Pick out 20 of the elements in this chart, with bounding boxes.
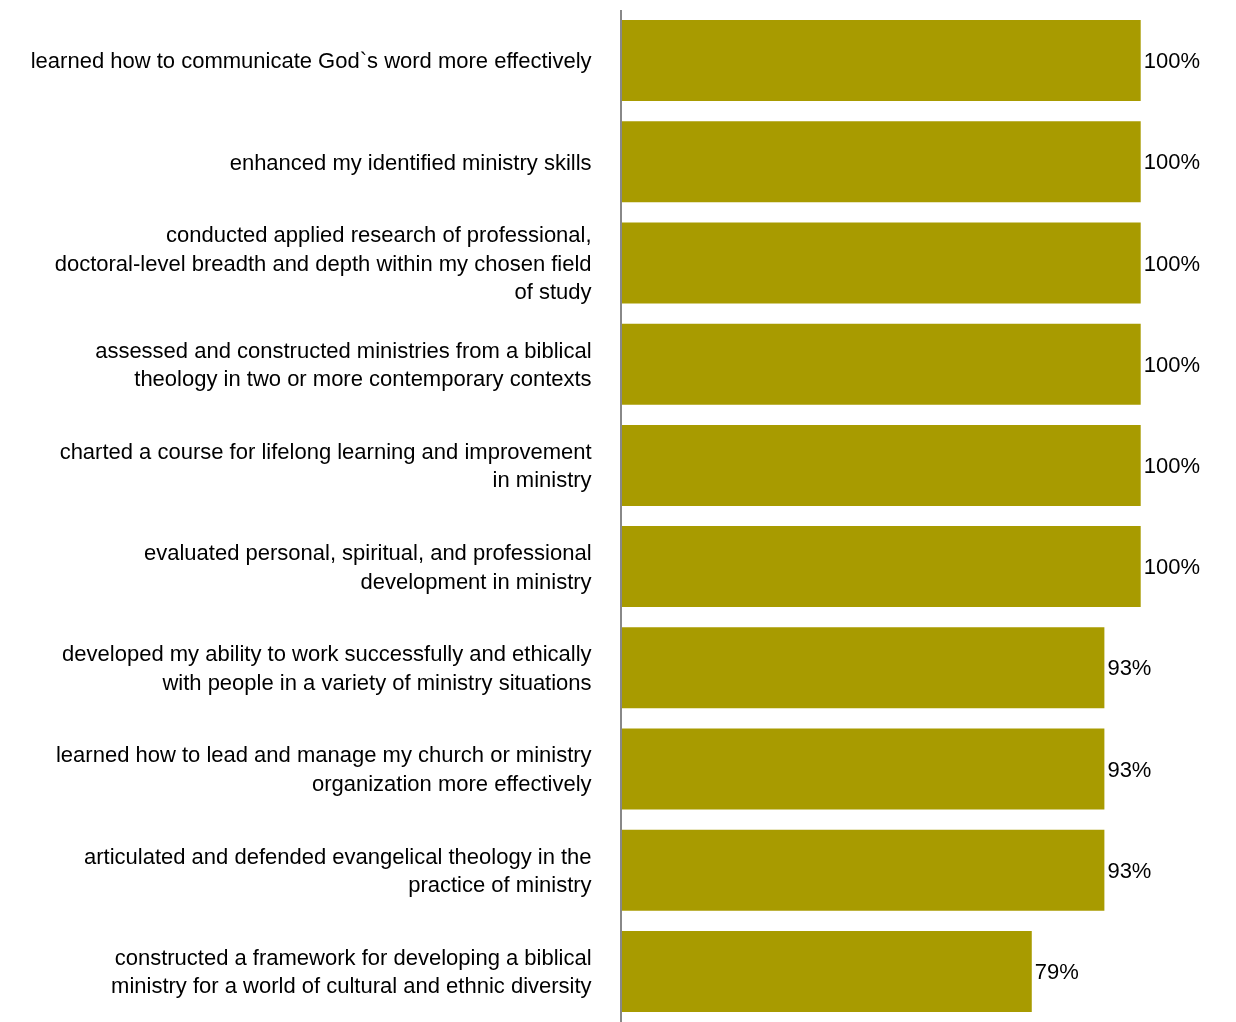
data-label: 93% bbox=[1107, 655, 1152, 681]
data-label: 100% bbox=[1143, 250, 1200, 276]
data-label: 100% bbox=[1143, 554, 1200, 580]
data-label: 100% bbox=[1143, 48, 1200, 74]
y-tick-label: constructed a framework for developing a biblical ministry for a world of cultural and ethnic diversity bbox=[111, 944, 592, 999]
data-label: 100% bbox=[1143, 149, 1200, 175]
data-label: 100% bbox=[1143, 351, 1200, 377]
y-tick-label: developed my ability to work successfully and ethically with people in a variety of ministry situations bbox=[62, 641, 592, 695]
y-tick-label: evaluated personal, spiritual, and professional development in ministry bbox=[143, 540, 592, 594]
y-tick-label: charted a course for lifelong learning and improvement in ministry bbox=[59, 438, 592, 493]
y-tick-label: conducted applied research of professional, doctoral-level breadth and depth within my chosen field of study bbox=[54, 222, 592, 305]
y-tick-label: assessed and constructed ministries from a biblical theology in two or more contemporary contexts bbox=[95, 337, 592, 392]
y-tick-label: learned how to communicate God`s word more effectively bbox=[30, 48, 592, 74]
y-tick-label: articulated and defended evangelical theology in the practice of ministry bbox=[83, 843, 592, 898]
data-label: 79% bbox=[1034, 958, 1079, 984]
data-label: 93% bbox=[1107, 857, 1152, 883]
data-label: 100% bbox=[1143, 452, 1200, 478]
data-label: 93% bbox=[1107, 756, 1152, 782]
y-tick-label: learned how to lead and manage my church or ministry organization more effectively bbox=[55, 742, 592, 796]
y-tick-label: enhanced my identified ministry skills bbox=[229, 149, 592, 175]
